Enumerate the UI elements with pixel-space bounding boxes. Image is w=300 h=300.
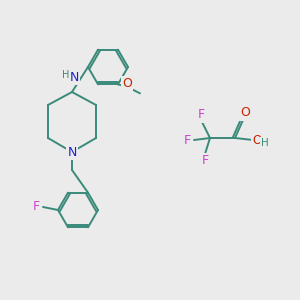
Text: H: H xyxy=(261,138,269,148)
Text: O: O xyxy=(240,106,250,119)
Text: N: N xyxy=(69,71,79,84)
Text: O: O xyxy=(122,77,132,90)
Text: N: N xyxy=(67,146,77,158)
Text: F: F xyxy=(201,154,208,167)
Text: F: F xyxy=(32,200,40,214)
Text: F: F xyxy=(183,134,190,148)
Text: H: H xyxy=(62,70,70,80)
Text: O: O xyxy=(252,134,262,148)
Text: F: F xyxy=(197,109,205,122)
